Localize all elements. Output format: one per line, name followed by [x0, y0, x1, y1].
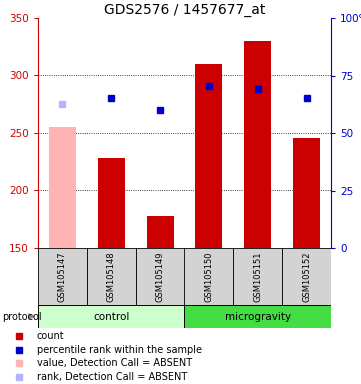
Text: percentile rank within the sample: percentile rank within the sample: [36, 345, 201, 355]
Text: GSM105151: GSM105151: [253, 251, 262, 302]
Bar: [196, 64, 222, 248]
Bar: [136, 248, 184, 305]
Text: rank, Detection Call = ABSENT: rank, Detection Call = ABSENT: [36, 372, 187, 382]
Text: microgravity: microgravity: [225, 311, 291, 321]
Title: GDS2576 / 1457677_at: GDS2576 / 1457677_at: [104, 3, 265, 17]
Text: value, Detection Call = ABSENT: value, Detection Call = ABSENT: [36, 358, 192, 368]
Bar: [147, 216, 174, 248]
Bar: [233, 248, 282, 305]
Bar: [282, 248, 331, 305]
Text: GSM105147: GSM105147: [58, 251, 67, 302]
Bar: [38, 305, 184, 328]
Text: protocol: protocol: [2, 311, 42, 321]
Text: count: count: [36, 331, 64, 341]
Bar: [244, 41, 271, 248]
Bar: [98, 158, 125, 248]
Text: GSM105148: GSM105148: [107, 251, 116, 302]
Bar: [38, 248, 87, 305]
Text: GSM105152: GSM105152: [302, 251, 311, 302]
Text: control: control: [93, 311, 130, 321]
Bar: [184, 305, 331, 328]
Text: GSM105149: GSM105149: [156, 251, 165, 302]
Text: GSM105150: GSM105150: [204, 251, 213, 302]
Bar: [184, 248, 233, 305]
Bar: [87, 248, 136, 305]
Bar: [293, 137, 320, 248]
Bar: [49, 127, 76, 248]
